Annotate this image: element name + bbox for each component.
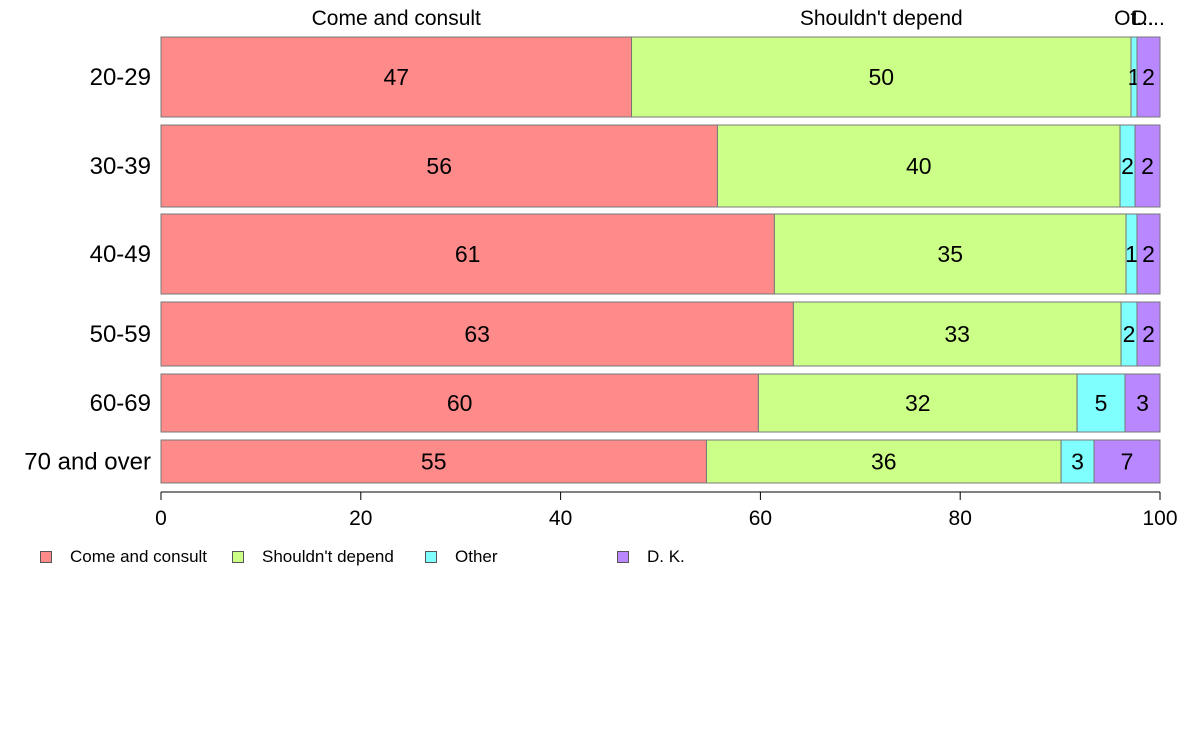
bar-label-50-59-other: 2 <box>1123 321 1136 347</box>
bar-50-59-come-and-consult <box>160 301 794 367</box>
category-label-50-59: 50-59 <box>90 321 151 348</box>
bar-label-40-49-shouldn-t-depend: 35 <box>937 241 963 267</box>
bar-label-70-and-over-other: 3 <box>1071 449 1084 475</box>
bar-label-60-69-come-and-consult: 60 <box>447 390 473 416</box>
bar-60-69-d-k <box>1124 373 1161 433</box>
top-label-shouldn-t-depend: Shouldn't depend <box>800 7 963 30</box>
legend-label-shouldnt-depend: Shouldn't depend <box>262 547 394 566</box>
bar-label-40-49-d-k: 2 <box>1142 241 1155 267</box>
bar-60-69-other <box>1076 373 1126 433</box>
bar-label-50-59-shouldn-t-depend: 33 <box>944 321 970 347</box>
bar-70-and-over-d-k <box>1093 439 1161 484</box>
legend-item-other: Other <box>425 547 498 567</box>
top-label-d-k: D... <box>1132 7 1165 30</box>
bar-label-30-39-d-k: 2 <box>1141 153 1154 179</box>
top-label-other: Ot... <box>1114 7 1154 30</box>
bar-50-59-d-k <box>1136 301 1161 367</box>
bar-70-and-over-other <box>1060 439 1095 484</box>
legend-swatch-dk <box>617 551 629 563</box>
bar-label-70-and-over-come-and-consult: 55 <box>421 449 447 475</box>
category-label-60-69: 60-69 <box>90 390 151 417</box>
bar-60-69-come-and-consult <box>160 373 759 433</box>
bar-label-50-59-d-k: 2 <box>1142 321 1155 347</box>
bar-label-30-39-other: 2 <box>1121 153 1134 179</box>
legend-item-come-and-consult: Come and consult <box>40 547 207 567</box>
bar-label-40-49-other: 1 <box>1125 241 1138 267</box>
bar-label-70-and-over-shouldn-t-depend: 36 <box>871 449 897 475</box>
category-label-40-49: 40-49 <box>90 241 151 268</box>
legend-item-shouldnt-depend: Shouldn't depend <box>232 547 394 567</box>
legend-label-other: Other <box>455 547 498 566</box>
legend-swatch-come-and-consult <box>40 551 52 563</box>
bar-60-69-shouldn-t-depend <box>757 373 1078 433</box>
x-tick-label-100: 100 <box>1142 507 1177 530</box>
category-label-20-29: 20-29 <box>90 64 151 91</box>
bar-label-30-39-come-and-consult: 56 <box>426 153 452 179</box>
x-tick-label-40: 40 <box>549 507 572 530</box>
category-label-30-39: 30-39 <box>90 153 151 180</box>
bar-20-29-d-k <box>1136 36 1161 118</box>
bar-40-49-come-and-consult <box>160 213 775 295</box>
bar-label-70-and-over-d-k: 7 <box>1121 449 1134 475</box>
legend-item-dk: D. K. <box>617 547 685 567</box>
x-tick-label-20: 20 <box>349 507 372 530</box>
bar-label-20-29-come-and-consult: 47 <box>383 64 409 90</box>
bar-label-50-59-come-and-consult: 63 <box>464 321 490 347</box>
x-tick-label-80: 80 <box>949 507 972 530</box>
bar-label-30-39-shouldn-t-depend: 40 <box>906 153 932 179</box>
legend-swatch-shouldnt-depend <box>232 551 244 563</box>
bar-40-49-d-k <box>1136 213 1161 295</box>
bar-label-60-69-shouldn-t-depend: 32 <box>905 390 931 416</box>
bar-30-39-come-and-consult <box>160 124 718 208</box>
legend-label-dk: D. K. <box>647 547 685 566</box>
legend-label-come-and-consult: Come and consult <box>70 547 208 566</box>
bar-20-29-shouldn-t-depend <box>631 36 1132 118</box>
bar-label-40-49-come-and-consult: 61 <box>455 241 481 267</box>
bar-label-60-69-other: 5 <box>1095 390 1108 416</box>
top-label-come-and-consult: Come and consult <box>312 7 481 30</box>
bar-30-39-d-k <box>1134 124 1161 208</box>
x-tick-label-0: 0 <box>155 507 167 530</box>
bar-50-59-shouldn-t-depend <box>792 301 1122 367</box>
x-tick-label-60: 60 <box>749 507 772 530</box>
bar-label-60-69-d-k: 3 <box>1136 390 1149 416</box>
bar-label-20-29-d-k: 2 <box>1142 64 1155 90</box>
category-label-70-and-over: 70 and over <box>24 449 151 476</box>
bar-label-20-29-shouldn-t-depend: 50 <box>868 64 894 90</box>
legend-swatch-other <box>425 551 437 563</box>
bar-20-29-come-and-consult <box>160 36 633 118</box>
bar-70-and-over-come-and-consult <box>160 439 707 484</box>
